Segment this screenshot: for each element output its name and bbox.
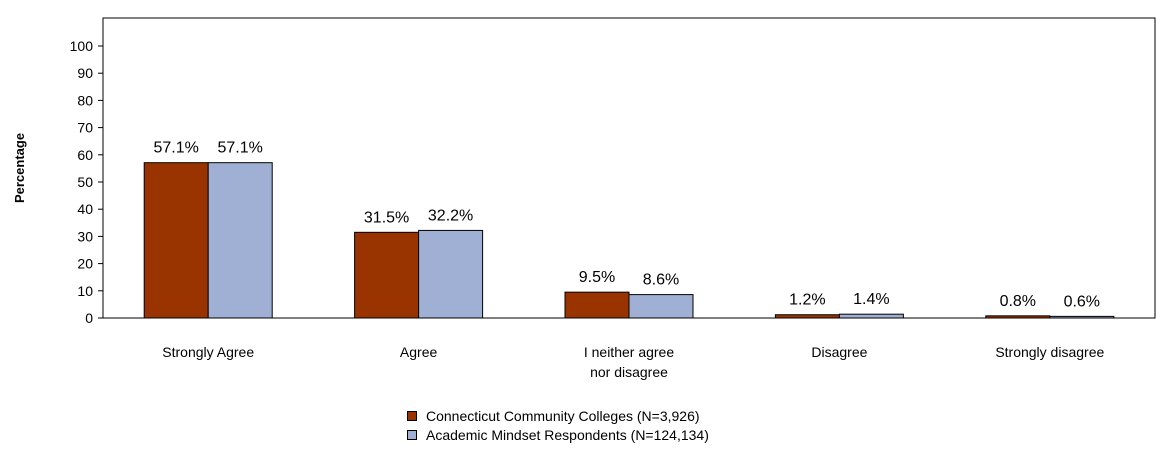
y-tick-label: 50 xyxy=(77,174,93,190)
bar-data-label: 8.6% xyxy=(643,272,679,289)
y-tick-label: 70 xyxy=(77,120,93,136)
y-axis-label: Percentage xyxy=(12,133,27,203)
bar-data-label: 31.5% xyxy=(364,209,409,226)
y-tick-label: 0 xyxy=(85,310,93,326)
bar xyxy=(985,315,1051,319)
bar-data-label: 57.1% xyxy=(218,140,263,157)
bar xyxy=(628,294,694,319)
bar-data-label: 1.2% xyxy=(789,292,825,309)
legend-swatch xyxy=(407,410,417,421)
bar-data-label: 1.4% xyxy=(853,291,889,308)
bar xyxy=(143,162,209,319)
bar-data-label: 32.2% xyxy=(428,207,473,224)
y-tick-label: 90 xyxy=(77,65,93,81)
legend-item-series-0: Connecticut Community Colleges (N=3,926) xyxy=(407,406,709,425)
bar xyxy=(774,314,840,319)
bar-data-label: 0.6% xyxy=(1064,293,1100,310)
y-tick-label: 20 xyxy=(77,256,93,272)
legend-swatch xyxy=(407,429,417,440)
y-tick-label: 10 xyxy=(77,283,93,299)
bar xyxy=(838,313,904,319)
x-tick-label: Strongly Agree xyxy=(162,344,254,360)
y-tick-label: 30 xyxy=(77,228,93,244)
bar-data-label: 9.5% xyxy=(579,269,615,286)
legend-label: Connecticut Community Colleges (N=3,926) xyxy=(426,407,700,424)
y-tick-label: 60 xyxy=(77,147,93,163)
legend-label: Academic Mindset Respondents (N=124,134) xyxy=(426,426,709,443)
x-tick-label: Agree xyxy=(400,344,438,360)
x-tick-label: Strongly disagree xyxy=(995,344,1104,360)
y-tick-label: 40 xyxy=(77,201,93,217)
legend: Connecticut Community Colleges (N=3,926)… xyxy=(407,406,709,444)
bar xyxy=(1049,315,1115,319)
y-tick-label: 80 xyxy=(77,92,93,108)
legend-item-series-1: Academic Mindset Respondents (N=124,134) xyxy=(407,425,709,444)
bar xyxy=(207,162,273,319)
x-tick-label: Disagree xyxy=(811,344,867,360)
x-tick-label: nor disagree xyxy=(590,364,668,380)
x-tick-label: I neither agree xyxy=(584,344,674,360)
bar-data-label: 57.1% xyxy=(154,140,199,157)
bar-data-label: 0.8% xyxy=(1000,293,1036,310)
bar xyxy=(418,229,484,319)
bar xyxy=(354,231,420,319)
y-tick-label: 100 xyxy=(70,38,94,54)
bar xyxy=(564,291,630,319)
